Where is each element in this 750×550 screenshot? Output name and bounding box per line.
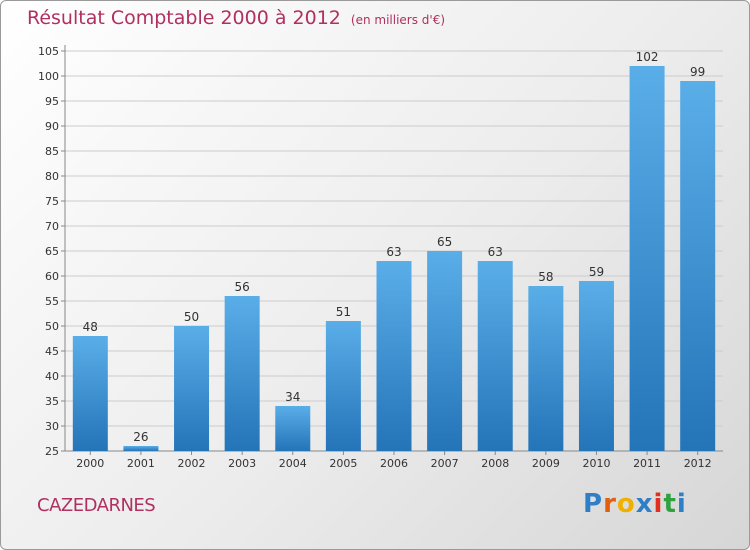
data-label: 63: [488, 245, 503, 259]
data-label: 102: [636, 50, 659, 64]
x-tick-label: 2008: [481, 457, 509, 470]
y-tick-label: 100: [38, 70, 59, 83]
bar: [325, 321, 361, 451]
bar: [123, 446, 159, 451]
y-tick-label: 65: [45, 245, 59, 258]
bar: [680, 81, 716, 451]
data-label: 34: [285, 390, 300, 404]
y-tick-label: 95: [45, 95, 59, 108]
logo-letter: t: [663, 489, 677, 519]
x-tick-label: 2000: [76, 457, 104, 470]
proxiti-logo: Proxiti: [583, 489, 687, 519]
logo-letter: i: [653, 489, 664, 519]
bar: [528, 286, 564, 451]
x-tick-label: 2002: [178, 457, 206, 470]
y-tick-label: 35: [45, 395, 59, 408]
data-label: 99: [690, 65, 705, 79]
bar: [174, 326, 210, 451]
bar: [72, 336, 108, 451]
x-tick-label: 2012: [684, 457, 712, 470]
data-label: 51: [336, 305, 351, 319]
y-tick-label: 45: [45, 345, 59, 358]
y-tick-label: 25: [45, 445, 59, 458]
x-tick-label: 2004: [279, 457, 307, 470]
y-tick-label: 60: [45, 270, 59, 283]
x-tick-label: 2010: [582, 457, 610, 470]
y-tick-label: 75: [45, 195, 59, 208]
x-tick-label: 2007: [431, 457, 459, 470]
y-tick-label: 80: [45, 170, 59, 183]
logo-letter: x: [635, 489, 654, 519]
bar: [629, 66, 665, 451]
x-tick-label: 2001: [127, 457, 155, 470]
bar: [275, 406, 311, 451]
x-tick-label: 2011: [633, 457, 661, 470]
bar: [477, 261, 513, 451]
logo-letter: o: [616, 489, 636, 519]
y-tick-label: 55: [45, 295, 59, 308]
chart-subtitle: (en milliers d'€): [350, 13, 446, 27]
data-label: 48: [83, 320, 98, 334]
y-tick-label: 105: [38, 45, 59, 58]
y-tick-label: 30: [45, 420, 59, 433]
x-tick-label: 2009: [532, 457, 560, 470]
logo-letter: r: [603, 489, 617, 519]
y-tick-label: 85: [45, 145, 59, 158]
data-label: 56: [235, 280, 250, 294]
data-label: 26: [133, 430, 148, 444]
y-tick-label: 40: [45, 370, 59, 383]
bar: [578, 281, 614, 451]
data-label: 65: [437, 235, 452, 249]
chart-title-text: Résultat Comptable 2000 à 2012: [27, 7, 341, 29]
chart-title: Résultat Comptable 2000 à 2012 (en millie…: [27, 7, 445, 29]
commune-name: CAZEDARNES: [37, 495, 156, 516]
bar: [427, 251, 463, 451]
x-tick-label: 2005: [329, 457, 357, 470]
x-tick-label: 2003: [228, 457, 256, 470]
y-tick-label: 70: [45, 220, 59, 233]
bar: [376, 261, 412, 451]
data-label: 63: [386, 245, 401, 259]
logo-letter: P: [583, 489, 604, 519]
data-label: 50: [184, 310, 199, 324]
y-tick-label: 50: [45, 320, 59, 333]
data-label: 58: [538, 270, 553, 284]
x-tick-label: 2006: [380, 457, 408, 470]
logo-letter: i: [676, 489, 687, 519]
bar: [224, 296, 260, 451]
y-tick-label: 90: [45, 120, 59, 133]
data-label: 59: [589, 265, 604, 279]
